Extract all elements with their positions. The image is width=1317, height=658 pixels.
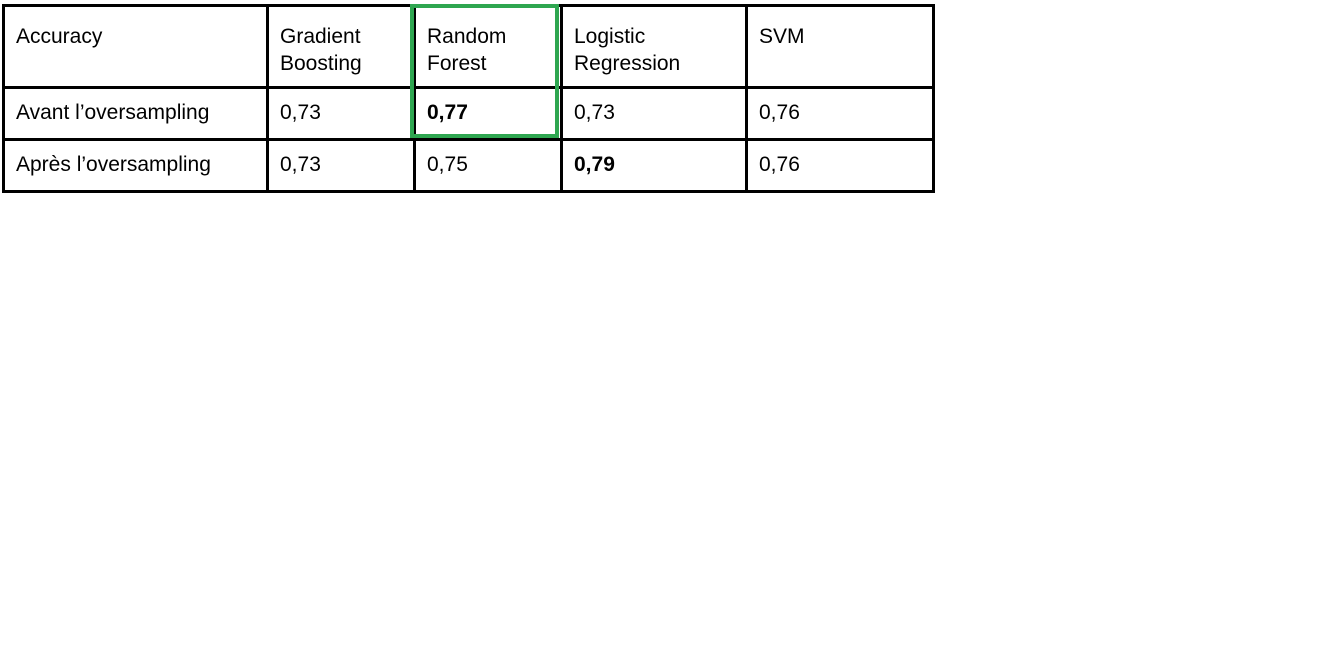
cell-avant-random-forest: 0,77 [413, 86, 563, 141]
accuracy-table-container: Accuracy Gradient Boosting Random Forest… [2, 4, 935, 193]
table-row: Avant l’oversampling 0,73 0,77 0,73 0,76 [2, 86, 935, 141]
cell-avant-gradient-boosting: 0,73 [266, 86, 416, 141]
header-cell-random-forest: Random Forest [413, 4, 563, 89]
cell-avant-logistic-regression: 0,73 [560, 86, 748, 141]
header-cell-svm: SVM [745, 4, 935, 89]
accuracy-table: Accuracy Gradient Boosting Random Forest… [2, 4, 935, 193]
cell-avant-svm: 0,76 [745, 86, 935, 141]
table-row: Après l’oversampling 0,73 0,75 0,79 0,76 [2, 138, 935, 193]
row-label-avant: Avant l’oversampling [2, 86, 269, 141]
header-cell-gradient-boosting: Gradient Boosting [266, 4, 416, 89]
cell-apres-gradient-boosting: 0,73 [266, 138, 416, 193]
row-label-apres: Après l’oversampling [2, 138, 269, 193]
cell-apres-logistic-regression: 0,79 [560, 138, 748, 193]
table-header-row: Accuracy Gradient Boosting Random Forest… [2, 4, 935, 89]
cell-apres-svm: 0,76 [745, 138, 935, 193]
cell-apres-random-forest: 0,75 [413, 138, 563, 193]
header-cell-accuracy: Accuracy [2, 4, 269, 89]
header-cell-logistic-regression: Logistic Regression [560, 4, 748, 89]
